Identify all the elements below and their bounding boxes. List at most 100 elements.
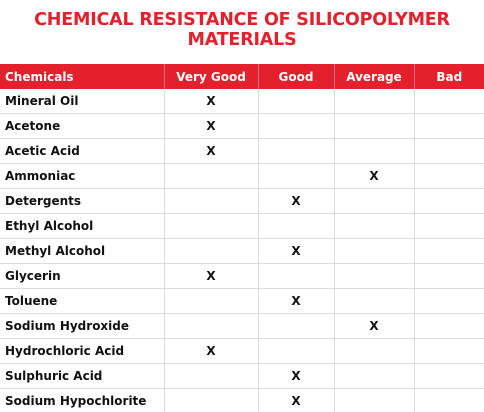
table-row: Ethyl Alcohol [0,213,484,239]
rating-cell-average [334,138,415,164]
rating-mark: X [206,344,216,358]
rating-cell-very-good [164,388,259,412]
rating-cell-average: X [334,313,415,339]
chemical-name: Toluene [0,288,165,314]
header-very-good: Very Good [164,64,259,89]
rating-cell-bad [414,338,484,364]
rating-mark: X [291,194,301,208]
rating-cell-very-good: X [164,263,259,289]
chemical-name: Hydrochloric Acid [0,338,165,364]
rating-cell-bad [414,238,484,264]
chemical-name: Methyl Alcohol [0,238,165,264]
rating-cell-good [258,163,335,189]
rating-cell-good [258,313,335,339]
rating-mark: X [291,244,301,258]
rating-mark: X [206,94,216,108]
header-average: Average [334,64,415,89]
table-row: Toluene X [0,288,484,314]
rating-mark: X [369,319,379,333]
rating-cell-good: X [258,363,335,389]
header-row: Chemicals Very Good Good Average Bad [0,64,484,89]
table-row: Sulphuric Acid X [0,363,484,389]
rating-cell-good: X [258,188,335,214]
rating-cell-bad [414,188,484,214]
rating-cell-very-good [164,363,259,389]
rating-cell-good [258,338,335,364]
rating-cell-very-good [164,188,259,214]
rating-cell-good [258,213,335,239]
rating-cell-good: X [258,238,335,264]
rating-mark: X [291,394,301,408]
rating-mark: X [206,119,216,133]
header-chemicals: Chemicals [0,64,165,89]
rating-cell-average [334,288,415,314]
rating-mark: X [206,144,216,158]
rating-cell-bad [414,163,484,189]
rating-cell-bad [414,288,484,314]
rating-cell-very-good [164,288,259,314]
table-row: Ammoniac X [0,163,484,189]
table-body: Mineral Oil X Acetone X Acetic Acid X Ammoniac… [0,89,484,412]
chemical-name: Glycerin [0,263,165,289]
table-row: Acetone X [0,113,484,139]
header-bad: Bad [414,64,484,89]
chemical-name: Sodium Hydroxide [0,313,165,339]
rating-cell-bad [414,113,484,139]
chemical-name: Acetic Acid [0,138,165,164]
rating-cell-bad [414,138,484,164]
rating-cell-average [334,238,415,264]
rating-cell-bad [414,263,484,289]
rating-cell-average [334,263,415,289]
resistance-table: Chemicals Very Good Good Average Bad Min… [0,64,484,412]
table-row: Sodium Hypochlorite X [0,388,484,412]
table-header: Chemicals Very Good Good Average Bad [0,64,484,89]
header-good: Good [258,64,335,89]
chemical-name: Sodium Hypochlorite [0,388,165,412]
chemical-name: Mineral Oil [0,89,165,114]
rating-cell-bad [414,388,484,412]
rating-cell-good: X [258,388,335,412]
rating-mark: X [291,294,301,308]
rating-cell-average [334,213,415,239]
table-row: Sodium Hydroxide X [0,313,484,339]
rating-cell-average [334,338,415,364]
rating-cell-average [334,188,415,214]
page-title: CHEMICAL RESISTANCE OF SILICOPOLYMER MAT… [34,10,450,50]
rating-cell-good [258,89,335,114]
table-row: Detergents X [0,188,484,214]
rating-cell-bad [414,89,484,114]
rating-cell-bad [414,363,484,389]
rating-cell-very-good: X [164,338,259,364]
rating-mark: X [369,169,379,183]
chemical-name: Ammoniac [0,163,165,189]
chemical-name: Sulphuric Acid [0,363,165,389]
rating-cell-average: X [334,163,415,189]
rating-cell-very-good: X [164,89,259,114]
rating-cell-bad [414,313,484,339]
rating-mark: X [291,369,301,383]
rating-cell-very-good [164,213,259,239]
rating-cell-good [258,113,335,139]
rating-mark: X [206,269,216,283]
chemical-name: Detergents [0,188,165,214]
rating-cell-average [334,89,415,114]
rating-cell-bad [414,213,484,239]
table-row: Acetic Acid X [0,138,484,164]
rating-cell-average [334,388,415,412]
rating-cell-very-good: X [164,113,259,139]
rating-cell-very-good: X [164,138,259,164]
chemical-name: Ethyl Alcohol [0,213,165,239]
rating-cell-good [258,263,335,289]
rating-cell-good: X [258,288,335,314]
table-row: Hydrochloric Acid X [0,338,484,364]
rating-cell-average [334,113,415,139]
table-row: Glycerin X [0,263,484,289]
rating-cell-very-good [164,163,259,189]
rating-cell-very-good [164,238,259,264]
rating-cell-very-good [164,313,259,339]
rating-cell-average [334,363,415,389]
table-row: Methyl Alcohol X [0,238,484,264]
rating-cell-good [258,138,335,164]
chemical-name: Acetone [0,113,165,139]
